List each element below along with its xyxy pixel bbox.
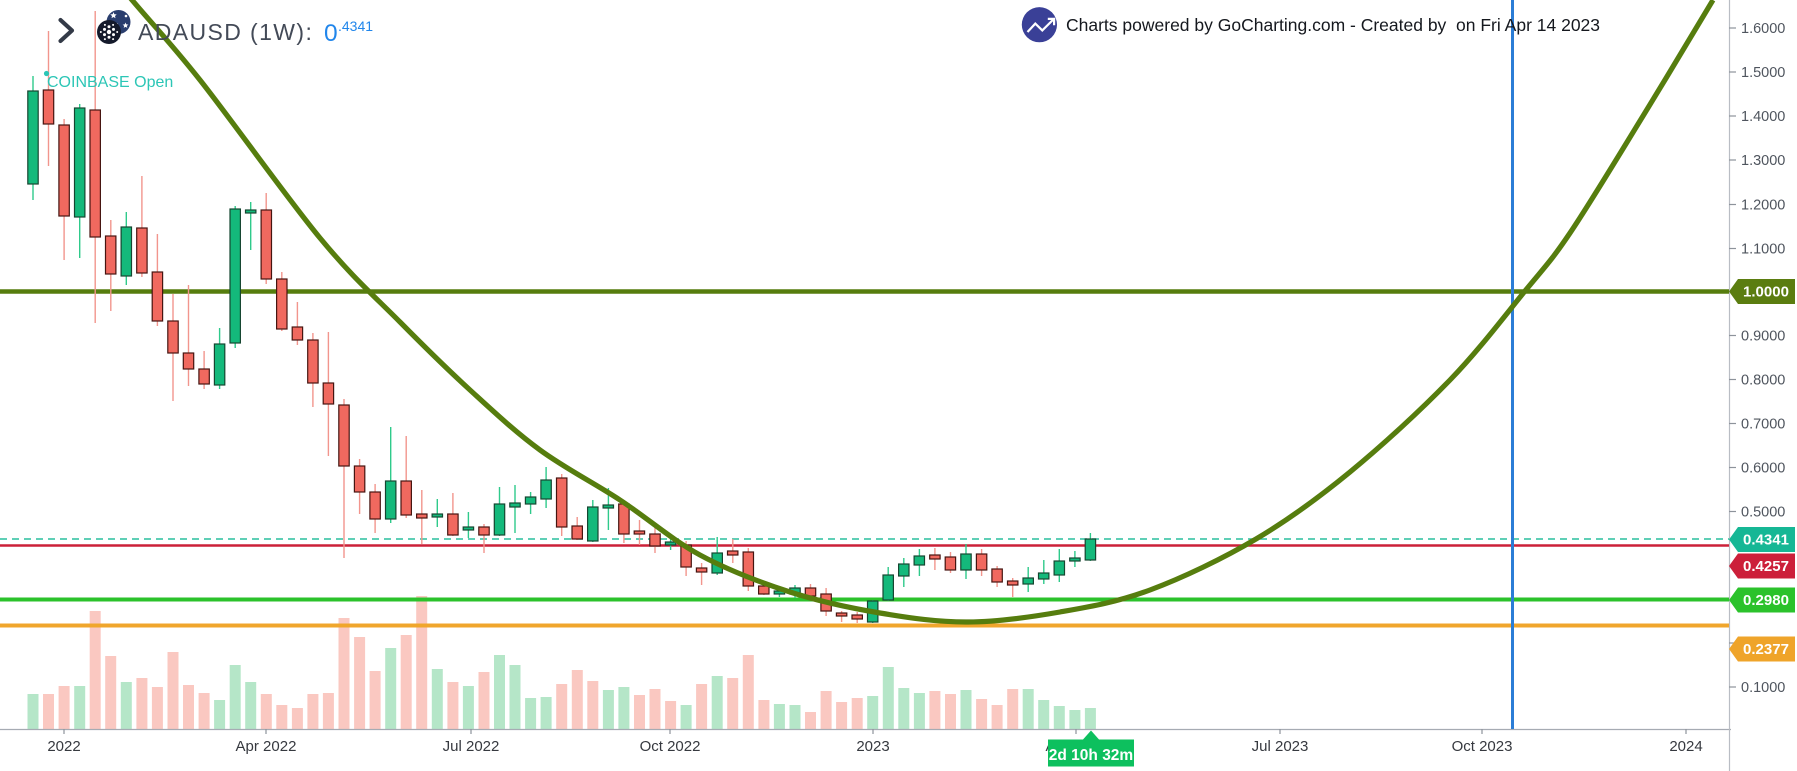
svg-text:0.8000: 0.8000 (1741, 373, 1785, 389)
svg-text:Oct 2022: Oct 2022 (640, 738, 701, 755)
svg-text:1.5000: 1.5000 (1741, 65, 1785, 81)
svg-text:Charts powered by GoCharting.c: Charts powered by GoCharting.com - Creat… (1066, 15, 1600, 35)
svg-text:2022: 2022 (47, 738, 80, 755)
svg-text:0.1000: 0.1000 (1741, 680, 1785, 696)
svg-text:0.2980: 0.2980 (1743, 592, 1789, 609)
svg-text:0.6000: 0.6000 (1741, 461, 1785, 477)
svg-text:COINBASE Open: COINBASE Open (47, 74, 173, 91)
svg-text:1.0000: 1.0000 (1743, 284, 1789, 301)
svg-text:Jul 2022: Jul 2022 (443, 738, 500, 755)
svg-text:Apr 2022: Apr 2022 (236, 738, 297, 755)
svg-text:0: 0 (324, 20, 338, 47)
svg-text:1.4000: 1.4000 (1741, 109, 1785, 125)
svg-text:2024: 2024 (1669, 738, 1702, 755)
svg-text:1.1000: 1.1000 (1741, 242, 1785, 258)
svg-text:0.5000: 0.5000 (1741, 505, 1785, 521)
svg-text:0.7000: 0.7000 (1741, 417, 1785, 433)
svg-text:0.2377: 0.2377 (1743, 641, 1789, 658)
svg-text:0.4257: 0.4257 (1743, 558, 1789, 575)
svg-text:0.9000: 0.9000 (1741, 329, 1785, 345)
svg-text:1.2000: 1.2000 (1741, 198, 1785, 214)
svg-text:Jul 2023: Jul 2023 (1252, 738, 1309, 755)
svg-text:2023: 2023 (856, 738, 889, 755)
svg-text:ADAUSD (1W):: ADAUSD (1W): (138, 19, 313, 45)
svg-text:1.3000: 1.3000 (1741, 153, 1785, 169)
svg-text:2d 10h 32m: 2d 10h 32m (1049, 747, 1133, 764)
svg-text:.4341: .4341 (338, 18, 373, 34)
svg-text:0.4341: 0.4341 (1743, 532, 1789, 549)
svg-text:Oct 2023: Oct 2023 (1452, 738, 1513, 755)
svg-text:1.6000: 1.6000 (1741, 21, 1785, 37)
